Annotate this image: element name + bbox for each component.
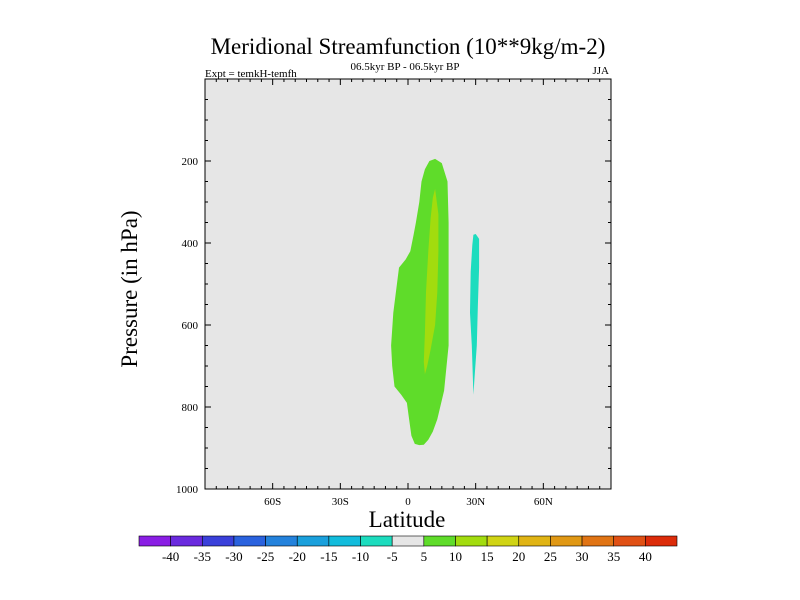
colorbar-label: -5 (387, 549, 398, 564)
colorbar-swatch (391, 535, 425, 547)
contour-region (423, 188, 439, 375)
y-tick-label: 800 (182, 402, 199, 414)
colorbar-label: 10 (449, 549, 462, 564)
contour-region (470, 234, 480, 395)
colorbar-label: -30 (225, 549, 242, 564)
colorbar-label: 40 (639, 549, 652, 564)
x-axis: 60S 30S 0 30N 60N (204, 79, 612, 508)
x-tick-label: 30N (466, 496, 485, 508)
colorbar-label: 35 (607, 549, 620, 564)
colorbar-swatch (296, 535, 330, 547)
y-axis-title: Pressure (in hPa) (117, 210, 142, 367)
colorbar-swatch (201, 535, 235, 547)
colorbar-swatch (518, 535, 551, 547)
contour-layer (391, 158, 480, 446)
colorbar-swatch (550, 535, 583, 547)
colorbar-label: -10 (352, 549, 369, 564)
colorbar-label: 25 (544, 549, 557, 564)
colorbar: -40 -35 -30 -25 -20 -15 -10 -5 5 10 15 20 25 30 35 40 (138, 535, 678, 564)
x-tick-label: 60S (264, 496, 281, 508)
subtitle-center: 06.5kyr BP - 06.5kyr BP (351, 61, 460, 73)
colorbar-label: -15 (320, 549, 337, 564)
colorbar-label: 20 (512, 549, 525, 564)
colorbar-label: 15 (481, 549, 494, 564)
subtitle-left: Expt = temkH-temfh (205, 68, 297, 80)
colorbar-label: -40 (162, 549, 179, 564)
colorbar-swatch (581, 535, 615, 547)
colorbar-swatch (423, 535, 456, 547)
y-tick-label: 600 (182, 320, 199, 332)
colorbar-swatch (138, 535, 171, 547)
colorbar-swatch (645, 535, 678, 547)
colorbar-label: -35 (194, 549, 211, 564)
colorbar-swatch (613, 535, 646, 547)
y-axis: 200 400 600 800 1000 (176, 99, 611, 496)
y-tick-label: 400 (182, 238, 199, 250)
y-tick-label: 1000 (176, 484, 199, 496)
y-tick-label: 200 (182, 156, 199, 168)
chart-title: Meridional Streamfunction (10**9kg/m-2) (211, 34, 606, 59)
colorbar-label: -25 (257, 549, 274, 564)
x-tick-label: 30S (332, 496, 349, 508)
colorbar-swatch (486, 535, 520, 547)
colorbar-label: 5 (421, 549, 428, 564)
colorbar-label: 30 (576, 549, 589, 564)
subtitle-right: JJA (592, 65, 609, 77)
colorbar-label: -20 (289, 549, 306, 564)
colorbar-swatch (328, 535, 361, 547)
colorbar-swatch (233, 535, 266, 547)
colorbar-swatch (455, 535, 488, 547)
x-tick-label: 0 (405, 496, 411, 508)
x-axis-title: Latitude (369, 507, 446, 532)
colorbar-swatch (265, 535, 298, 547)
colorbar-swatch (360, 535, 393, 547)
colorbar-swatch (170, 535, 203, 547)
x-tick-label: 60N (534, 496, 553, 508)
